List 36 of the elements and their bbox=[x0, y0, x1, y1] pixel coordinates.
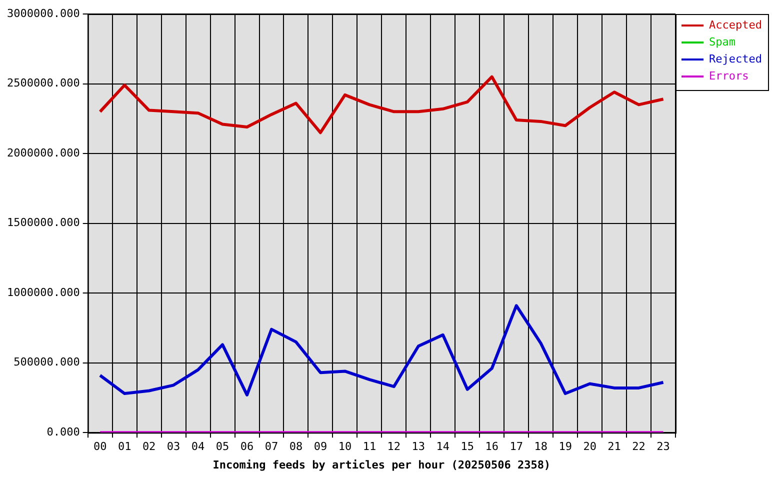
x-axis-title: Incoming feeds by articles per hour (20250506 2358) bbox=[212, 458, 551, 472]
y-tick-label: 2500000.000 bbox=[6, 76, 80, 90]
x-tick-label: 20 bbox=[583, 440, 596, 454]
y-tick-label: 1000000.000 bbox=[6, 286, 80, 299]
x-tick-label: 13 bbox=[412, 440, 426, 454]
y-tick-label: 3000000.000 bbox=[6, 6, 80, 20]
x-tick-label: 14 bbox=[436, 440, 450, 454]
y-tick-label: 2000000.000 bbox=[6, 146, 80, 160]
x-tick-label: 08 bbox=[289, 440, 303, 454]
y-tick-label: 500000.000 bbox=[14, 356, 80, 369]
x-tick-label: 23 bbox=[656, 440, 670, 454]
x-tick-label: 19 bbox=[558, 440, 572, 454]
x-tick-label: 05 bbox=[216, 440, 230, 454]
x-tick-label: 15 bbox=[460, 440, 474, 454]
legend-label: Accepted bbox=[709, 18, 762, 32]
y-tick-label: 1500000.000 bbox=[6, 216, 80, 230]
x-tick-label: 17 bbox=[510, 440, 523, 454]
x-tick-label: 00 bbox=[93, 440, 107, 454]
y-tick-label: 0.000 bbox=[46, 425, 80, 438]
x-tick-label: 07 bbox=[264, 440, 278, 454]
x-tick-label: 18 bbox=[534, 440, 548, 454]
x-tick-label: 09 bbox=[314, 440, 328, 454]
x-tick-label: 11 bbox=[362, 440, 376, 454]
x-tick-label: 16 bbox=[485, 440, 498, 454]
x-tick-label: 21 bbox=[608, 440, 621, 454]
x-tick-label: 02 bbox=[142, 440, 156, 454]
x-tick-label: 06 bbox=[240, 440, 254, 454]
legend-label: Errors bbox=[709, 69, 749, 82]
x-tick-label: 03 bbox=[166, 440, 180, 454]
x-tick-label: 22 bbox=[632, 440, 646, 454]
x-tick-label: 04 bbox=[191, 440, 206, 454]
x-tick-label: 12 bbox=[387, 440, 401, 454]
legend-label: Rejected bbox=[709, 52, 762, 66]
x-tick-label: 10 bbox=[338, 440, 352, 454]
x-tick-label: 01 bbox=[118, 440, 132, 454]
legend-label: Spam bbox=[709, 35, 736, 48]
